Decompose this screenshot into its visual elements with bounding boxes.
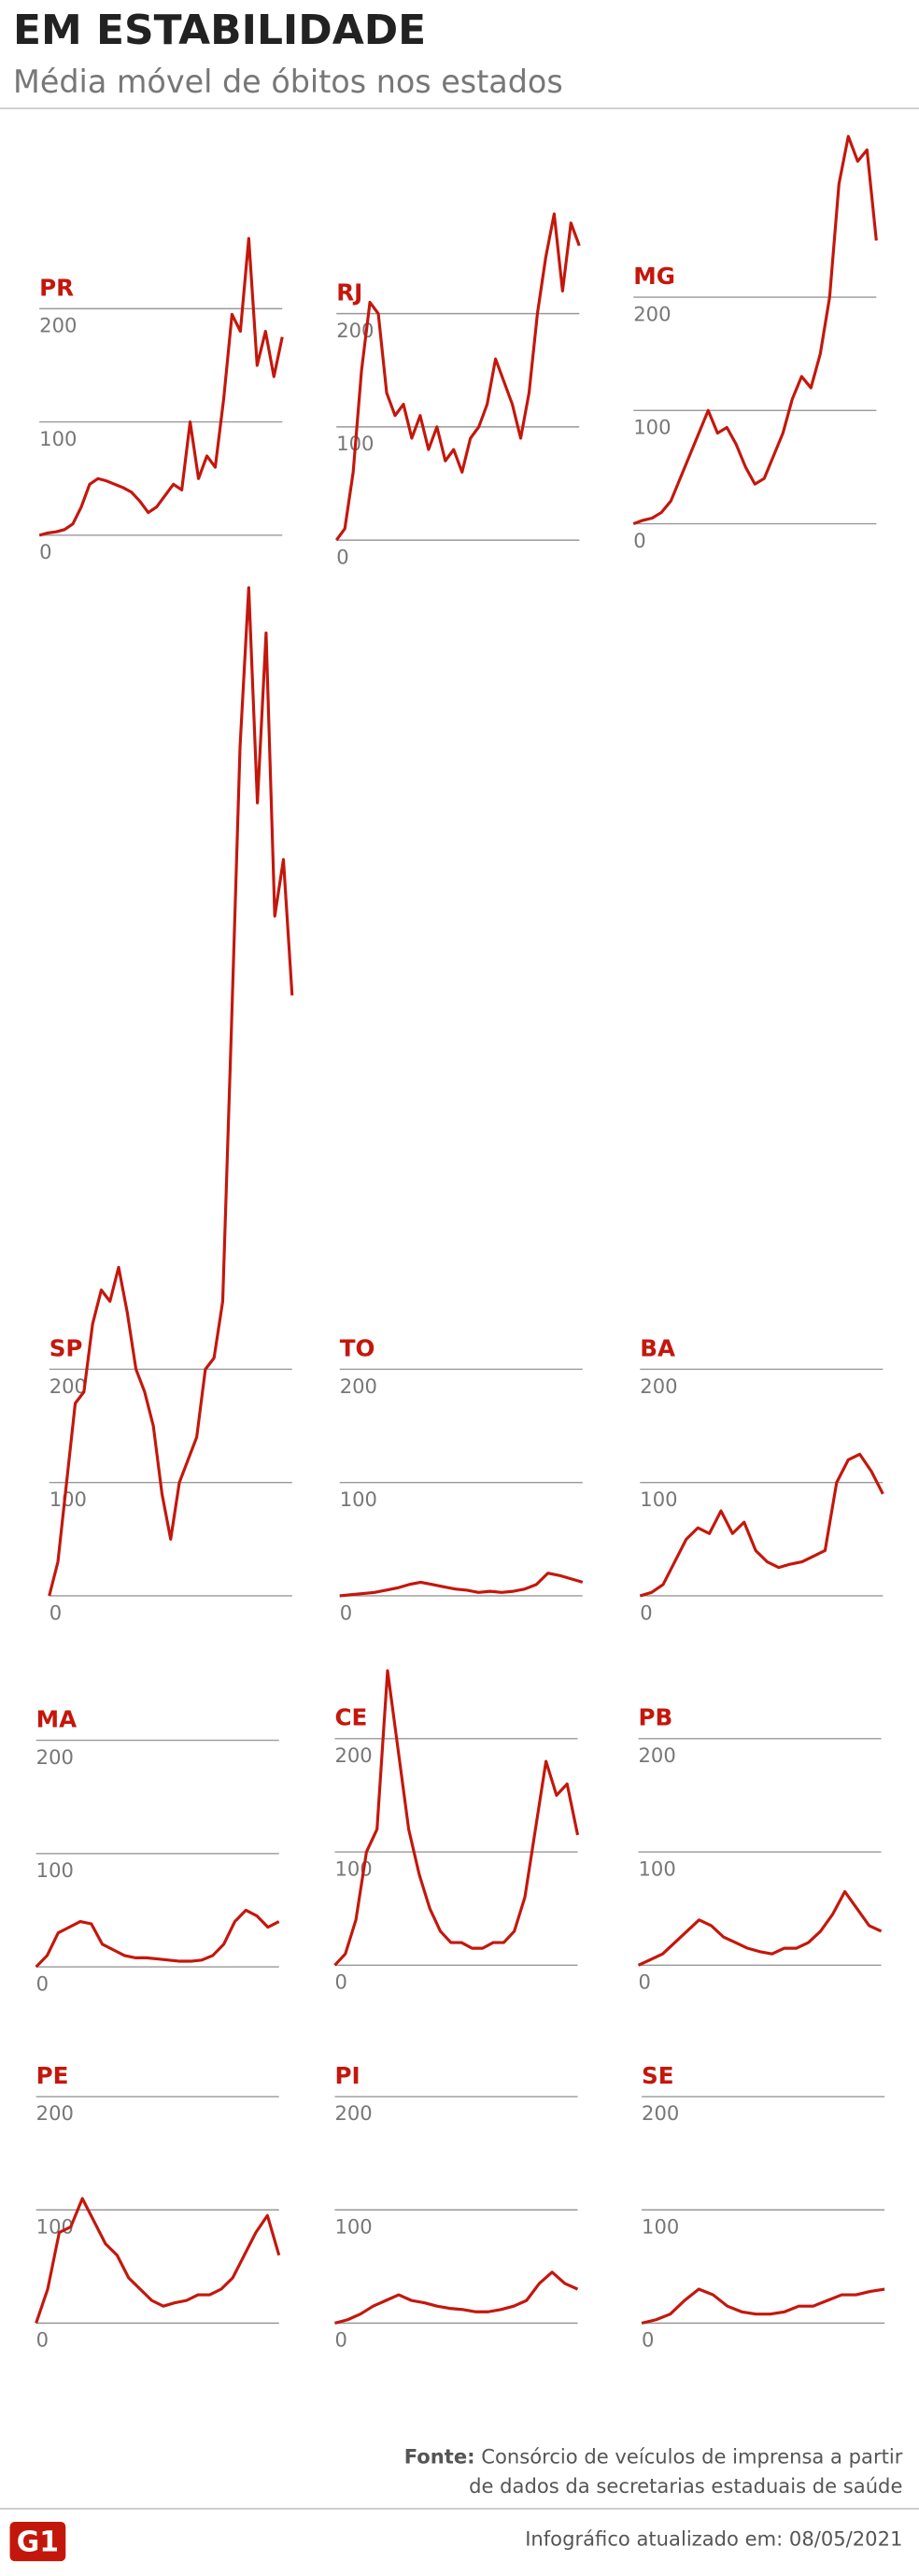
line [334,2270,579,2325]
line [38,236,284,537]
y-tick-label: 200 [49,1374,87,1398]
y-tick-label: 0 [336,545,348,568]
y-tick-label: 100 [334,2214,372,2238]
y-tick-label: 200 [36,1745,74,1769]
y-tick-label: 0 [340,1601,352,1624]
y-tick-label: 0 [334,1971,346,1994]
y-tick-label: 100 [39,427,77,450]
source-label: Fonte: [404,2444,475,2468]
line [334,212,581,542]
source-line: Fonte: Consórcio de veículos de imprensa… [404,2444,903,2468]
y-tick-label: 100 [36,1858,74,1882]
panel-title: MA [36,1706,78,1733]
panel-title: SP [49,1334,83,1361]
y-tick-label: 0 [39,540,51,563]
updated: Infográfico atualizado em: 08/05/2021 [525,2526,902,2550]
y-tick-label: 200 [340,1374,377,1398]
y-tick-label: 0 [633,529,645,552]
y-tick-label: 0 [49,1601,62,1624]
line [35,2197,281,2324]
y-tick-label: 200 [640,1374,677,1398]
y-tick-label: 200 [642,2101,679,2125]
y-tick-label: 100 [633,416,671,439]
y-tick-label: 100 [36,2214,74,2238]
y-tick-label: 200 [39,314,77,337]
y-tick-label: 100 [340,1487,377,1511]
line [333,1669,580,1967]
panel-title: PR [39,274,74,301]
panel-title: BA [640,1334,675,1361]
subtitle: Média móvel de óbitos nos estados [13,64,563,100]
logo: G1 [17,2526,59,2558]
y-tick-label: 100 [639,1857,676,1880]
line [637,1889,883,1967]
y-tick-label: 0 [639,1971,651,1994]
panels: PR 0 100 200 RJ 0 100 200 MG 0 100 200 SP 0 100 200 TO 0 1… [35,135,885,2352]
y-tick-label: 200 [633,302,671,325]
y-tick-label: 0 [642,2328,654,2352]
y-tick-label: 200 [639,1743,676,1767]
line [48,586,294,1597]
title: EM ESTABILIDADE [13,7,426,54]
panel-title: SE [642,2062,674,2089]
line [641,2287,885,2325]
logo-box [9,2521,66,2562]
panel-title: CE [334,1704,367,1731]
panel-title: PI [334,2062,360,2089]
line [639,1452,884,1598]
source-text: de dados da secretarias estaduais de saú… [469,2474,902,2498]
y-tick-label: 100 [334,1857,372,1880]
panel-title: PE [36,2062,69,2089]
line [632,135,878,526]
panel-title: PB [639,1704,673,1731]
panel-title: MG [633,263,675,290]
y-tick-label: 100 [642,2214,679,2238]
y-tick-label: 100 [49,1487,87,1511]
y-tick-label: 0 [36,1971,49,1995]
panel-title: RJ [336,279,362,306]
panel-title: TO [340,1334,375,1361]
y-tick-label: 200 [334,2101,372,2125]
y-tick-label: 0 [640,1601,652,1624]
y-tick-label: 0 [334,2328,346,2352]
y-tick-label: 100 [640,1487,677,1511]
line [339,1572,584,1598]
y-tick-label: 200 [36,2101,74,2125]
y-tick-label: 0 [36,2328,49,2352]
y-tick-label: 200 [334,1743,372,1767]
source-text: Consórcio de veículos de imprensa a part… [481,2444,902,2468]
line [35,1908,280,1969]
